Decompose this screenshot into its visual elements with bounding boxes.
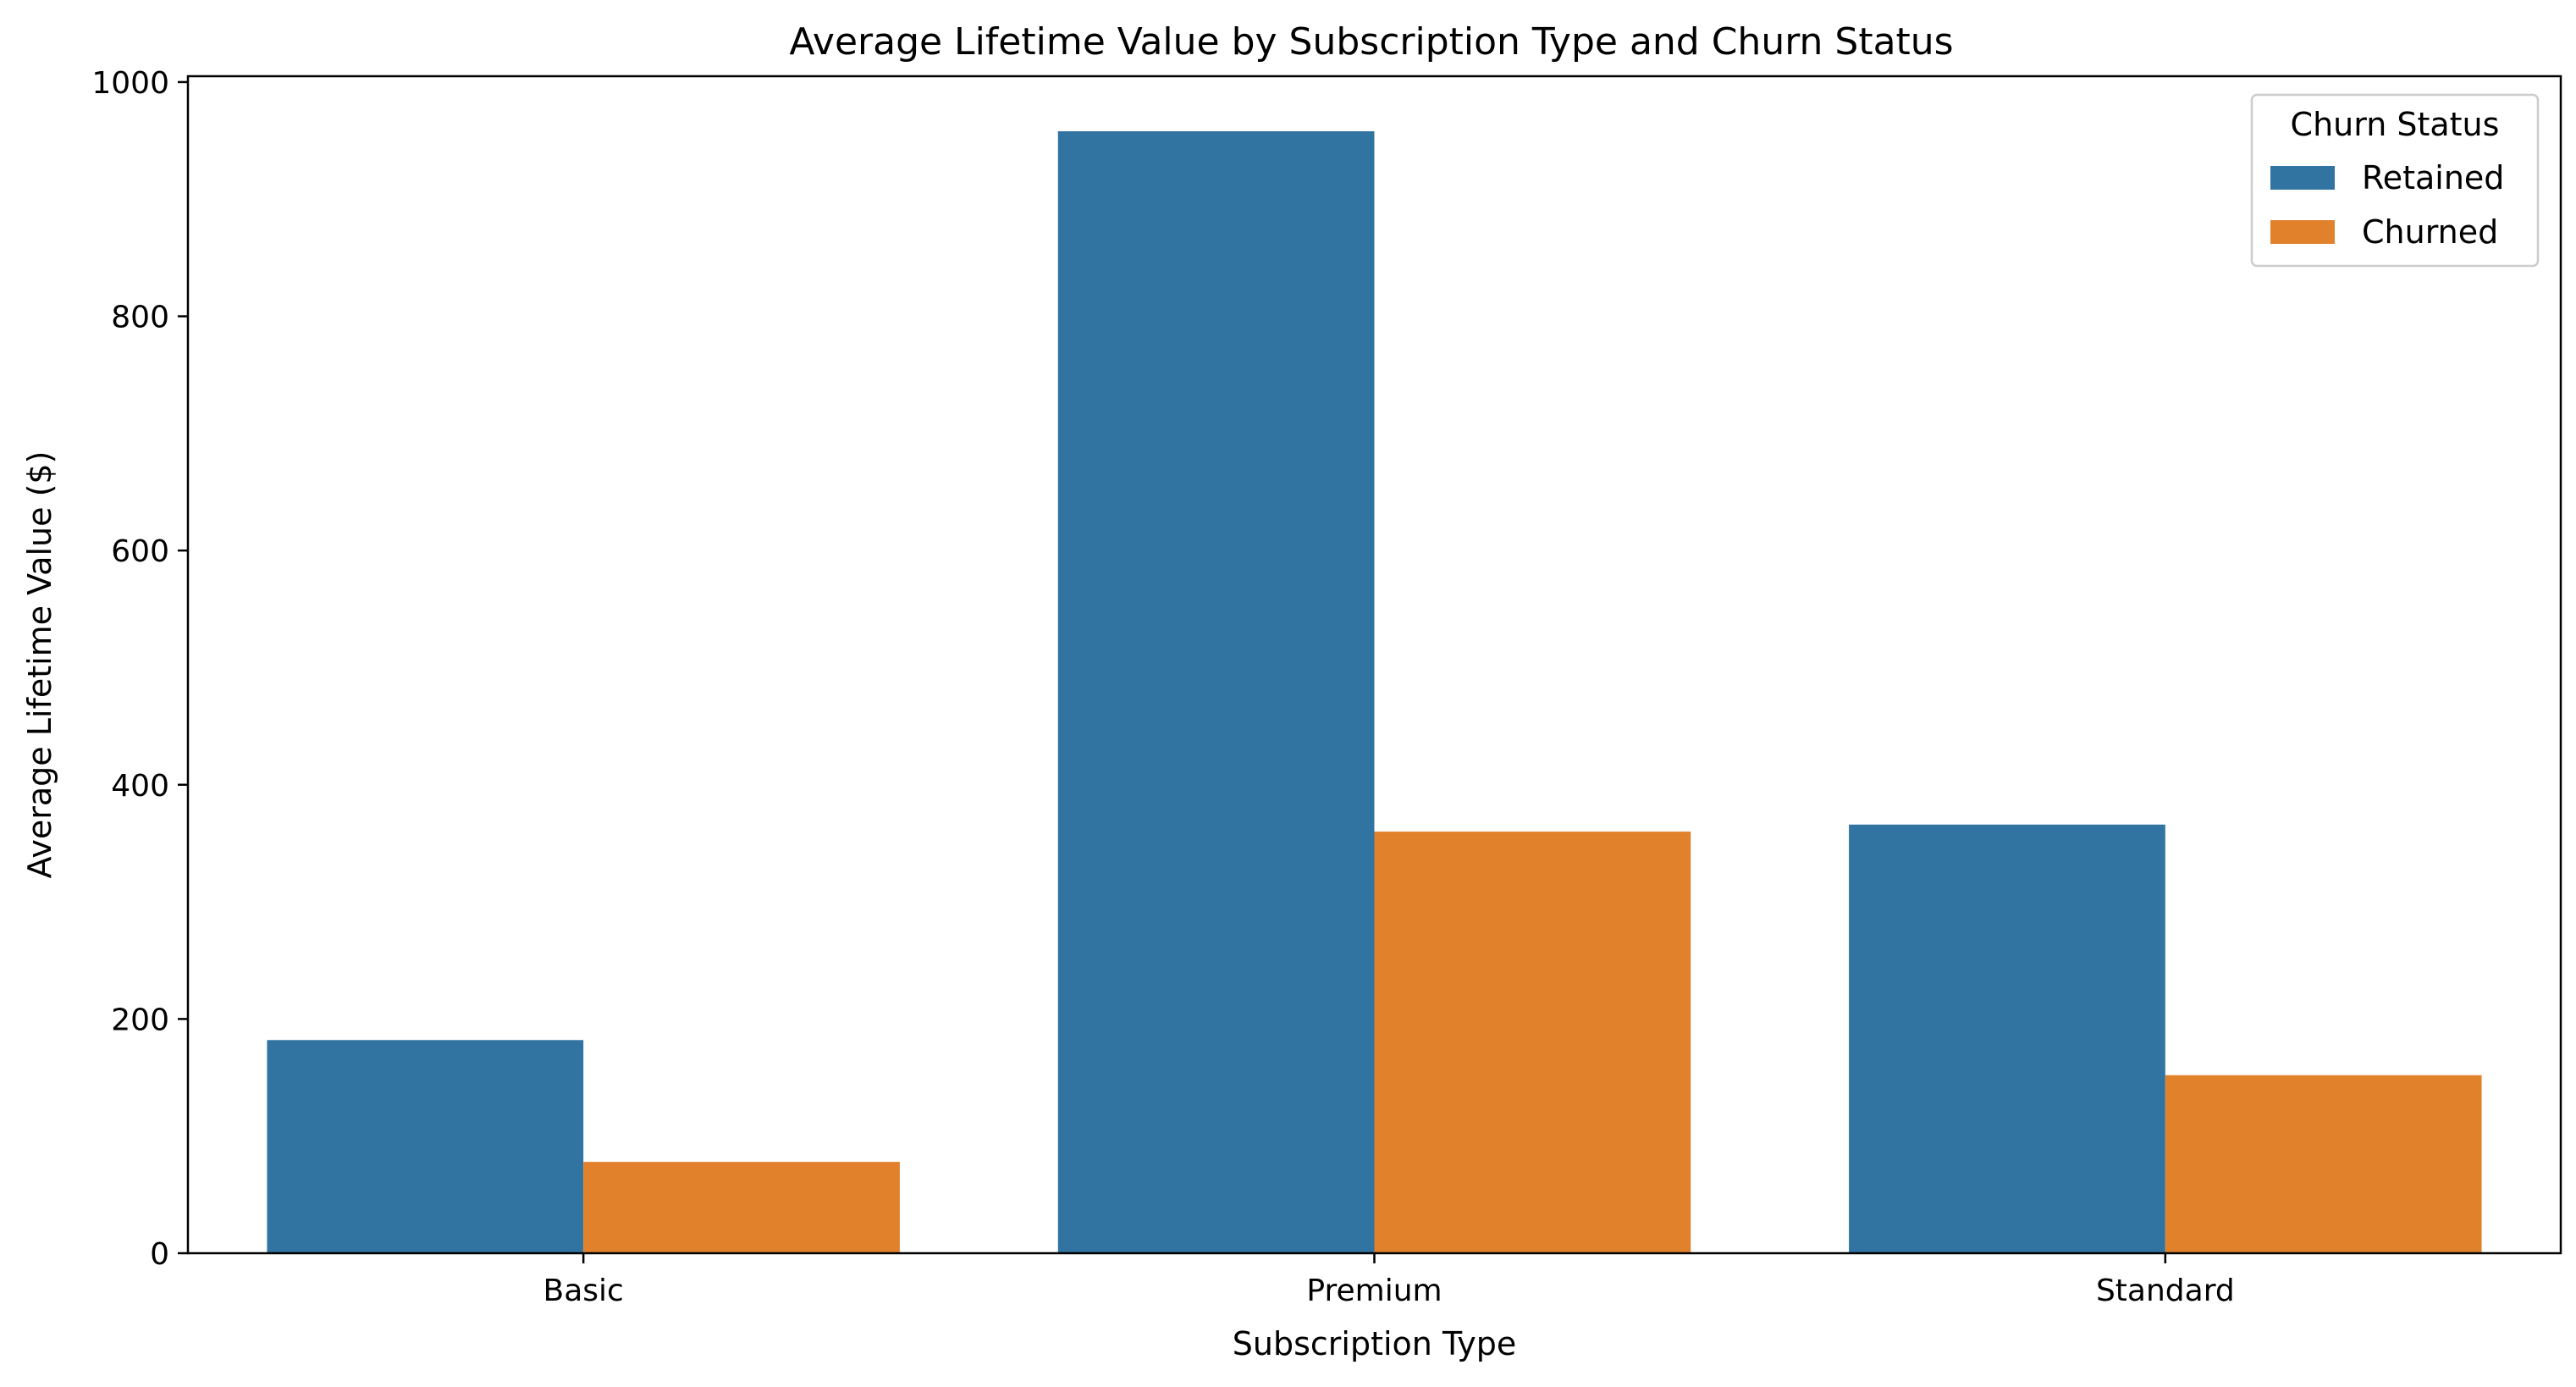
bar-retained-basic xyxy=(267,1040,584,1253)
y-tick-label: 600 xyxy=(111,534,169,569)
y-tick-label: 1000 xyxy=(91,66,169,101)
legend-swatch-retained xyxy=(2270,166,2335,190)
x-tick-label: Standard xyxy=(2096,1274,2235,1308)
bar-churned-basic xyxy=(583,1162,900,1253)
x-axis-ticks: Basic Premium Standard xyxy=(543,1253,2235,1308)
y-tick-label: 0 xyxy=(150,1237,169,1272)
bar-retained-standard xyxy=(1849,824,2165,1253)
x-tick-label: Premium xyxy=(1306,1274,1442,1308)
chart-title: Average Lifetime Value by Subscription T… xyxy=(789,20,1953,64)
plot-frame xyxy=(186,75,2562,1255)
x-tick-label: Basic xyxy=(543,1274,624,1308)
x-axis-label: Subscription Type xyxy=(1233,1325,1516,1362)
y-tick-label: 800 xyxy=(111,301,169,335)
legend-label-retained: Retained xyxy=(2362,159,2504,196)
y-axis-label: Average Lifetime Value ($) xyxy=(21,451,58,879)
y-axis-ticks: 0 200 400 600 800 1000 xyxy=(91,66,188,1272)
bar-churned-premium xyxy=(1374,832,1691,1253)
bars-group xyxy=(267,131,2482,1253)
legend-items: Retained Churned xyxy=(2270,159,2504,251)
legend-swatch-churned xyxy=(2270,220,2335,244)
y-tick-label: 200 xyxy=(111,1003,169,1037)
legend-title: Churn Status xyxy=(2291,106,2500,143)
bar-retained-premium xyxy=(1057,131,1375,1253)
legend-label-churned: Churned xyxy=(2362,213,2498,251)
legend: Churn Status Retained Churned xyxy=(2250,93,2540,268)
bar-churned-standard xyxy=(2165,1075,2482,1253)
y-tick-label: 400 xyxy=(111,769,169,804)
